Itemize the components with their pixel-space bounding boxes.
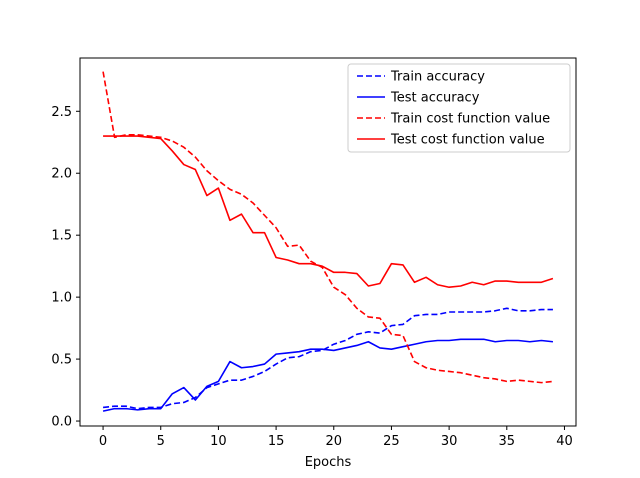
y-tick-label: 1.0	[51, 291, 72, 306]
legend-label-0: Train accuracy	[390, 70, 485, 85]
x-axis: 0 5 10 15 20 25 30 35 40	[99, 426, 573, 449]
legend: Train accuracy Test accuracy Train cost fu…	[347, 63, 571, 153]
x-tick-label: 25	[383, 434, 400, 449]
series-line-3	[103, 135, 554, 289]
x-tick-label: 40	[556, 434, 573, 449]
x-tick-label: 5	[157, 434, 165, 449]
y-axis: 0.0 0.5 1.0 1.5 2.0 2.5	[51, 105, 80, 430]
x-tick-label: 10	[210, 434, 227, 449]
x-tick-label: 20	[325, 434, 342, 449]
legend-label-3: Test cost function value	[390, 133, 545, 148]
x-tick-label: 35	[499, 434, 516, 449]
y-tick-label: 0.5	[51, 353, 72, 368]
legend-label-1: Test accuracy	[390, 91, 480, 106]
x-tick-label: 30	[441, 434, 458, 449]
series-line-0	[102, 307, 553, 410]
x-axis-title: Epochs	[305, 455, 352, 470]
x-tick-label: 15	[268, 434, 285, 449]
legend-label-2: Train cost function value	[390, 112, 550, 127]
y-tick-label: 0.0	[51, 415, 72, 430]
series-line-1	[102, 338, 554, 412]
legend-box	[347, 63, 571, 153]
series-line-2	[102, 71, 554, 384]
plot-frame	[79, 57, 577, 427]
x-tick-label: 0	[99, 434, 107, 449]
y-tick-label: 2.5	[51, 105, 72, 120]
y-tick-label: 2.0	[51, 167, 72, 182]
y-tick-label: 1.5	[51, 229, 72, 244]
series-layer	[102, 71, 554, 412]
